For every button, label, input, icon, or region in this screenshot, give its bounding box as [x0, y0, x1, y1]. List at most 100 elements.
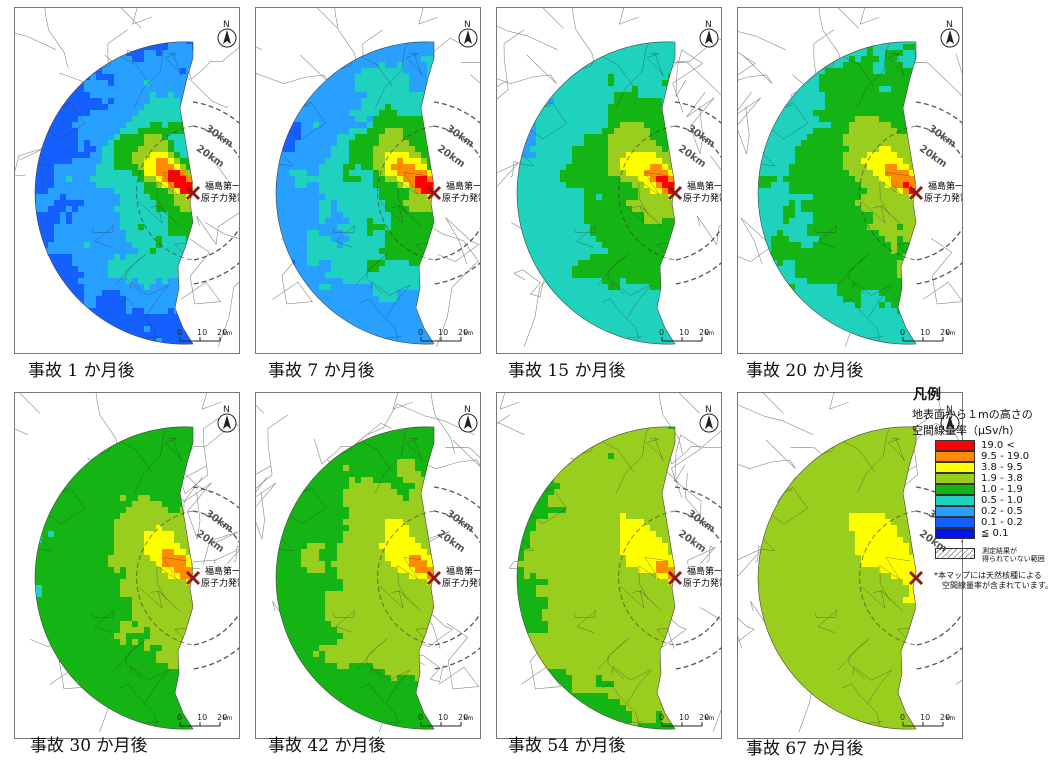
scale-bar: 0 10 20km: [900, 328, 955, 342]
radiation-map: 30km20km福島第一原子力発電所N01020km: [256, 8, 480, 348]
ring-30km-label: 30km: [203, 508, 235, 535]
scale-unit: km: [705, 715, 714, 722]
ring-20km: [192, 125, 239, 261]
footnote-1: *本マップには天然核種による: [934, 571, 1042, 580]
legend-range-label: 3.8 - 9.5: [981, 462, 1023, 473]
dose-raster: [276, 41, 434, 345]
plant-label-line1: 福島第一: [446, 180, 480, 192]
map-caption: 事故 20 か月後: [746, 361, 864, 381]
scale-tick-label: 0: [177, 713, 182, 722]
plant-label-line2: 原子力発電所: [924, 192, 962, 204]
radiation-map: 30km20km福島第一原子力発電所N01020km: [256, 393, 480, 733]
plant-label-line1: 福島第一: [446, 565, 480, 577]
hatch-swatch: [935, 548, 975, 559]
map-panel: 30km20km福島第一原子力発電所N01020km: [14, 392, 240, 739]
north-label: N: [223, 405, 230, 415]
dose-raster: [276, 426, 434, 730]
legend-range-label: 0.2 - 0.5: [981, 506, 1023, 517]
radiation-map: 30km20km福島第一原子力発電所N01020km: [738, 8, 962, 348]
legend-swatch: [935, 473, 975, 484]
map-panel: 30km20km福島第一原子力発電所N01020km: [255, 7, 481, 354]
plant-marker-icon: [185, 570, 201, 586]
dose-raster: [758, 41, 916, 345]
hatch-note-2: 得られていない範囲: [982, 555, 1045, 563]
north-label: N: [705, 405, 712, 415]
legend-swatch: [935, 506, 975, 517]
north-arrow-icon: [699, 28, 719, 48]
scale-tick-label: 10: [197, 328, 207, 337]
map-panel: 30km20km福島第一原子力発電所N01020km: [737, 7, 963, 354]
scale-unit: km: [223, 330, 232, 337]
plant-label-line2: 原子力発電所: [683, 577, 721, 589]
radiation-map: 30km20km福島第一原子力発電所N01020km: [497, 8, 721, 348]
dose-raster: [35, 41, 193, 345]
plant-label-line2: 原子力発電所: [201, 192, 239, 204]
dose-raster: [35, 426, 193, 730]
legend-range-label: 1.9 - 3.8: [981, 473, 1023, 484]
ring-20km: [915, 125, 962, 261]
plant-marker-icon: [908, 185, 924, 201]
scale-tick-label: 0: [659, 713, 664, 722]
scale-unit: km: [946, 715, 955, 722]
scale-tick-label: 0: [418, 713, 423, 722]
map-panel: 30km20km福島第一原子力発電所N01020km: [14, 7, 240, 354]
radiation-map: 30km20kmN01020km: [738, 393, 962, 733]
scale-unit: km: [705, 330, 714, 337]
north-label: N: [464, 405, 471, 415]
north-label: N: [223, 20, 230, 30]
radiation-map: 30km20km福島第一原子力発電所N01020km: [15, 393, 239, 733]
plant-label-line2: 原子力発電所: [442, 577, 480, 589]
legend-range-label: 9.5 - 19.0: [981, 451, 1030, 462]
legend-range-label: 0.1 - 0.2: [981, 517, 1023, 528]
legend: 凡例 地表面から１mの高さの 空間線量率（μSv/h） 19.0 <9.5 - …: [912, 384, 1053, 616]
north-arrow-icon: [940, 413, 960, 433]
scale-tick-label: 10: [197, 713, 207, 722]
scale-tick-label: 20: [458, 713, 468, 722]
plant-label-line2: 原子力発電所: [683, 192, 721, 204]
plant-marker-icon: [667, 570, 683, 586]
scale-tick-label: 10: [920, 713, 930, 722]
scale-unit: km: [464, 330, 473, 337]
map-panel: 30km20km福島第一原子力発電所N01020km: [496, 392, 722, 739]
north-arrow-icon: [940, 28, 960, 48]
scale-tick-label: 20: [940, 328, 950, 337]
legend-swatch: [935, 528, 975, 539]
legend-range-label: 0.5 - 1.0: [981, 495, 1023, 506]
legend-swatch: [935, 495, 975, 506]
north-label: N: [705, 20, 712, 30]
scale-unit: km: [464, 715, 473, 722]
plant-label-line1: 福島第一: [205, 565, 239, 577]
plant-label-line2: 原子力発電所: [442, 192, 480, 204]
scale-bar: 0 10 20km: [659, 328, 714, 342]
hatch-note-1: 測定結果が: [982, 547, 1017, 555]
ring-20km: [433, 510, 480, 646]
scale-tick-label: 20: [699, 328, 709, 337]
north-arrow-icon: [217, 28, 237, 48]
scale-bar: 0 10 20km: [418, 713, 473, 727]
plant-label-line1: 福島第一: [928, 180, 962, 192]
map-caption: 事故 7 か月後: [268, 361, 375, 381]
scale-tick-label: 0: [177, 328, 182, 337]
dose-raster: [758, 426, 916, 730]
scale-tick-label: 10: [920, 328, 930, 337]
legend-range-label: 19.0 <: [981, 440, 1015, 451]
ring-20km: [433, 125, 480, 261]
legend-swatch: [935, 451, 975, 462]
plant-label-line1: 福島第一: [205, 180, 239, 192]
ring-30km-label: 30km: [203, 123, 235, 150]
legend-range-label: ≦ 0.1: [981, 528, 1009, 539]
ring-20km-label: 20km: [435, 528, 467, 555]
scale-bar: 0 10 20km: [177, 713, 232, 727]
ring-30km-label: 30km: [444, 508, 476, 535]
legend-range-label: 1.0 - 1.9: [981, 484, 1023, 495]
north-label: N: [946, 20, 953, 30]
scale-tick-label: 0: [659, 328, 664, 337]
scale-tick-label: 0: [418, 328, 423, 337]
ring-20km: [192, 510, 239, 646]
ring-20km-label: 20km: [435, 143, 467, 170]
plant-label-line2: 原子力発電所: [201, 577, 239, 589]
ring-20km-label: 20km: [917, 143, 949, 170]
map-caption: 事故 30 か月後: [30, 736, 148, 756]
ring-30km-label: 30km: [685, 123, 717, 150]
legend-subtitle-1: 地表面から１mの高さの: [912, 408, 1033, 421]
